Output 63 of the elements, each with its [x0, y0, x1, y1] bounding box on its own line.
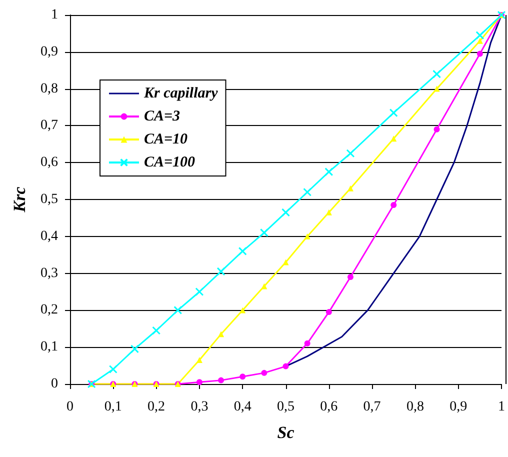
point [240, 374, 246, 380]
point [434, 126, 440, 132]
point [324, 168, 334, 176]
point [432, 70, 442, 78]
y-tick-label: 0,6 [40, 155, 58, 170]
point [216, 267, 226, 276]
legend-label: CA=10 [144, 132, 188, 148]
point [282, 259, 289, 266]
point [476, 38, 483, 44]
point [476, 50, 483, 57]
point [304, 340, 310, 346]
y-tick-label: 0,9 [40, 44, 58, 60]
point [304, 233, 310, 240]
x-tick-label: 0,2 [148, 400, 166, 414]
point [346, 149, 355, 158]
x-tick-label: 0 [66, 400, 74, 414]
y-tick-label: 0,5 [40, 192, 58, 207]
point [240, 307, 246, 314]
x-tick-label: 0,7 [363, 400, 381, 414]
point [260, 228, 268, 237]
x-axis-title: Sc [277, 423, 295, 442]
point [108, 364, 118, 374]
point [130, 344, 139, 354]
y-tick-label: 0,4 [40, 228, 58, 244]
x-tick-label: 0,6 [320, 400, 338, 414]
x-tick-label: 0,9 [450, 400, 468, 414]
point [303, 188, 312, 196]
y-tick-label: 0,3 [40, 266, 58, 281]
point [196, 379, 202, 386]
point [218, 377, 224, 384]
y-tick-label: 0,1 [40, 340, 58, 355]
y-tick-label: 0,2 [40, 302, 58, 318]
point [434, 86, 440, 92]
point [261, 283, 268, 290]
point [390, 202, 397, 208]
point [347, 274, 354, 280]
x-tick-label: 0,4 [234, 400, 252, 414]
point [152, 326, 161, 335]
point [326, 309, 332, 316]
y-tick-label: 0,7 [40, 118, 58, 134]
y-axis-title: Krc [10, 186, 29, 214]
point [238, 246, 247, 256]
point [389, 108, 398, 118]
x-tick-label: 0,8 [406, 400, 424, 414]
point [195, 288, 204, 296]
point [282, 208, 290, 217]
point [218, 331, 224, 338]
point [390, 136, 397, 142]
point [282, 363, 289, 370]
x-tick-label: 0,3 [190, 400, 208, 414]
point [261, 370, 268, 376]
legend-label: CA=100 [144, 154, 196, 170]
point [174, 306, 182, 314]
y-tick-label: 1 [51, 8, 58, 22]
x-tick-label: 0,5 [277, 400, 294, 414]
legend-label: CA=3 [144, 108, 181, 124]
y-tick-label: 0,8 [40, 81, 58, 96]
x-tick-label: 0,1 [104, 400, 122, 414]
point [326, 209, 332, 216]
y-tick-label: 0 [51, 376, 58, 392]
point [476, 31, 484, 40]
legend-label: Kr capillary [143, 86, 218, 102]
x-tick-label: 1 [498, 400, 505, 414]
